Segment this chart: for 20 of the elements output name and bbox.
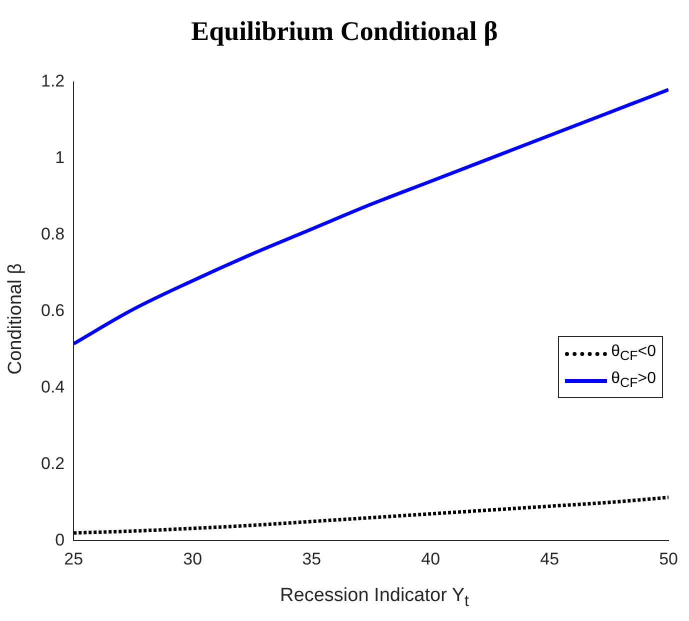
y-tick-label: 0.8 — [40, 224, 65, 244]
x-tick-label: 40 — [421, 549, 440, 568]
x-tick-label: 50 — [659, 549, 678, 568]
line-series — [74, 496, 669, 535]
y-tick-label: 0 — [55, 530, 65, 550]
y-tick-label: 1.2 — [40, 72, 65, 91]
line-series — [74, 88, 669, 346]
chart-title: Equilibrium Conditional β — [190, 16, 499, 47]
y-tick-label: 0.2 — [40, 454, 65, 473]
x-tick-label: 25 — [64, 549, 84, 568]
legend-label: θ$_{CF}$>0 — [611, 370, 656, 391]
x-tick-label: 35 — [302, 549, 322, 568]
y-tick-label: 0.4 — [40, 377, 65, 396]
x-axis-title: Recession Indicator Y$_{t}$ — [279, 585, 470, 611]
y-tick-label: 0.6 — [40, 300, 65, 320]
x-tick-label: 30 — [183, 549, 202, 568]
y-axis-title: Conditional β — [5, 262, 27, 377]
y-tick-label: 1 — [55, 148, 65, 168]
legend-label: θ$_{CF}$<0 — [611, 343, 656, 364]
x-tick-label: 45 — [540, 549, 560, 568]
